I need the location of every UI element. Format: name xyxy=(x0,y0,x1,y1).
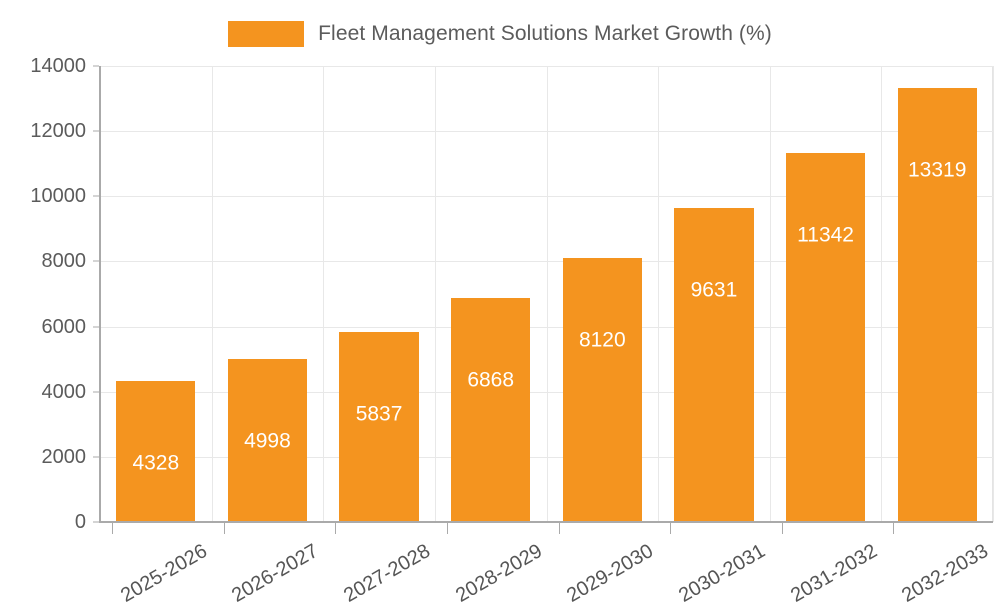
x-axis-line xyxy=(100,521,993,523)
x-axis-tick-mark xyxy=(782,522,783,534)
gridline-vertical xyxy=(435,66,436,522)
gridline-vertical xyxy=(323,66,324,522)
y-axis-tick-label: 4000 xyxy=(41,380,87,403)
x-axis-tick-mark xyxy=(335,522,336,534)
gridline-vertical xyxy=(770,66,771,522)
legend-color-swatch xyxy=(228,21,305,47)
x-axis-tick-label: 2029-2030 xyxy=(563,540,658,607)
x-axis-tick-label: 2025-2026 xyxy=(116,540,211,607)
y-axis-tick-label: 0 xyxy=(74,511,86,533)
x-axis-tick-label: 2028-2029 xyxy=(451,540,546,607)
gridline-vertical xyxy=(547,66,548,522)
bar-value-label: 5837 xyxy=(355,402,403,426)
bar-value-label: 9631 xyxy=(690,278,738,302)
chart-legend: Fleet Management Solutions Market Growth… xyxy=(0,18,1000,50)
gridline-horizontal xyxy=(100,196,993,198)
gridline-vertical xyxy=(881,66,882,522)
bar-value-label: 4328 xyxy=(132,451,180,475)
bar[interactable] xyxy=(562,257,642,522)
plot-area: 4328 4998 5837 6868 8120 9631 11342 13319 xyxy=(100,66,994,523)
x-axis-tick-mark xyxy=(559,522,560,534)
gridline-vertical xyxy=(658,66,659,522)
y-axis-tick-label: 14000 xyxy=(30,55,86,77)
y-axis-tick-label: 10000 xyxy=(30,185,86,208)
bar-value-label: 6868 xyxy=(467,368,515,392)
bar[interactable] xyxy=(116,381,196,522)
plot-right-border xyxy=(992,66,993,522)
gridline-vertical xyxy=(212,66,213,522)
gridline-vertical xyxy=(993,66,994,522)
gridline-horizontal xyxy=(100,131,993,133)
gridline-horizontal xyxy=(100,456,993,458)
bar[interactable] xyxy=(339,331,419,522)
y-axis-tick-label: 8000 xyxy=(41,250,87,273)
x-axis-tick-mark xyxy=(670,522,671,534)
bar-value-label: 13319 xyxy=(907,158,967,182)
bar[interactable] xyxy=(674,208,754,522)
x-axis-tick-label: 2027-2028 xyxy=(340,540,435,607)
x-axis-tick-mark xyxy=(447,522,448,534)
x-axis-tick-label: 2032-2033 xyxy=(898,540,993,607)
bar[interactable] xyxy=(451,298,531,522)
legend-label: Fleet Management Solutions Market Growth… xyxy=(318,22,772,45)
y-axis-tick-label: 2000 xyxy=(41,445,87,468)
y-axis-line xyxy=(99,66,101,523)
x-axis-tick-label: 2031-2032 xyxy=(786,540,881,607)
bar[interactable] xyxy=(785,152,866,522)
gridline-horizontal xyxy=(100,326,993,328)
bar-value-label: 8120 xyxy=(578,328,626,352)
bar-value-label: 4998 xyxy=(244,429,291,453)
y-axis-tick-label: 12000 xyxy=(30,120,86,143)
x-axis-tick-label: 2030-2031 xyxy=(675,540,769,607)
y-axis-tick-label: 6000 xyxy=(41,315,87,338)
bar[interactable] xyxy=(227,359,308,522)
gridline-horizontal xyxy=(100,66,993,67)
bar-value-label: 11342 xyxy=(797,223,854,247)
x-axis-tick-mark xyxy=(224,522,225,534)
bar[interactable] xyxy=(897,88,977,522)
x-axis-tick-mark xyxy=(112,522,113,534)
x-axis-tick-label: 2026-2027 xyxy=(228,540,323,607)
gridline-horizontal xyxy=(100,261,993,263)
gridline-horizontal xyxy=(100,391,993,393)
x-axis-tick-mark xyxy=(893,522,894,534)
